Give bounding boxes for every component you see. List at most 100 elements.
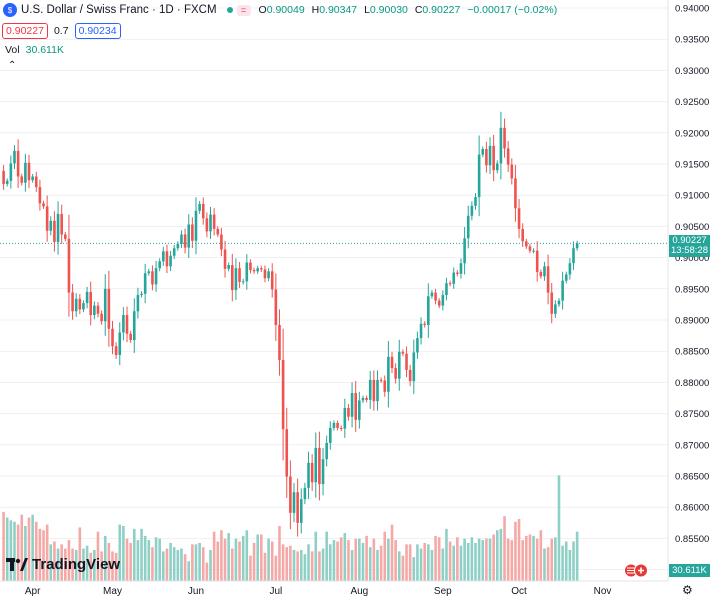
sell-button[interactable]: 0.90227 [2, 23, 48, 39]
volume-bar [368, 547, 372, 581]
candle-body [136, 295, 140, 312]
buy-button[interactable]: 0.90234 [74, 23, 121, 39]
usd-flag-icon[interactable]: $ [3, 3, 17, 17]
volume-bar [238, 541, 241, 581]
volume-bar [441, 548, 445, 581]
candle-body [521, 228, 524, 242]
volume-bar [100, 551, 103, 581]
volume-bar [539, 530, 543, 581]
candle-body [289, 476, 292, 513]
volume-bar [318, 551, 321, 581]
candle-body [118, 332, 122, 355]
candle-body [183, 234, 187, 248]
candle-body [427, 296, 430, 325]
candle-body [339, 427, 343, 429]
volume-value: 30.611K [25, 44, 64, 56]
volume-bar [158, 538, 161, 581]
volume-bar [114, 552, 118, 581]
gear-icon[interactable]: ⚙ [682, 583, 693, 597]
chevron-up-icon[interactable]: ⌃ [8, 60, 17, 71]
volume-bar [365, 535, 368, 581]
volume-bar [383, 531, 387, 581]
candle-body [466, 215, 470, 239]
volume-bar [314, 531, 318, 581]
candle-body [532, 250, 535, 252]
volume-bar [216, 541, 220, 581]
candle-body [151, 271, 154, 285]
candle-body [535, 250, 539, 272]
candle-body [263, 269, 267, 279]
volume-bar [459, 545, 463, 581]
change-value: −0.00017 (−0.02%) [467, 4, 558, 16]
volume-bar [397, 551, 401, 581]
volume-bar [564, 541, 568, 581]
candle-body [56, 213, 60, 242]
candle-body [303, 487, 307, 500]
volume-bar [354, 538, 358, 581]
candle-body [82, 303, 85, 310]
volume-bar [223, 538, 227, 581]
candle-body [9, 163, 13, 181]
volume-bar [245, 530, 249, 581]
candle-body [543, 266, 546, 277]
tradingview-logo[interactable]: TradingView [6, 556, 120, 573]
candle-body [423, 323, 426, 325]
equals-icon[interactable]: = [236, 4, 251, 16]
candle-body [401, 351, 405, 354]
volume-bar [212, 531, 216, 581]
candle-body [154, 268, 158, 285]
price-tick-label: 0.94000 [675, 4, 709, 15]
volume-bar [270, 541, 274, 581]
volume-bar [408, 544, 412, 581]
price-tick-label: 0.86500 [675, 472, 709, 483]
candle-body [209, 214, 212, 232]
volume-bar [183, 554, 187, 581]
candle-body [103, 288, 107, 322]
current-volume-label: 30.611K [669, 564, 710, 577]
candle-body [187, 224, 191, 248]
candle-body [169, 255, 172, 267]
volume-bar [252, 542, 256, 581]
price-tick-label: 0.88500 [675, 347, 709, 358]
candle-body [506, 148, 510, 165]
price-tick-label: 0.90500 [675, 222, 709, 233]
candle-body [111, 328, 114, 347]
volume-bar [535, 538, 539, 581]
volume-bar [267, 538, 270, 581]
candle-body [198, 203, 201, 211]
candle-body [165, 251, 169, 267]
candle-body [49, 220, 53, 231]
candle-body [296, 492, 299, 523]
volume-bar [310, 551, 314, 581]
volume-bar [38, 528, 42, 581]
candle-body [252, 270, 256, 272]
currency-flags-icon[interactable] [622, 563, 650, 578]
candle-body [143, 273, 147, 294]
symbol-title[interactable]: U.S. Dollar / Swiss Franc · 1D · FXCM [21, 4, 217, 16]
candle-body [67, 238, 71, 293]
candle-body [332, 422, 336, 428]
volume-legend[interactable]: Vol 30.611K [5, 44, 64, 56]
time-tick-label: Sep [434, 586, 452, 597]
volume-bar [329, 544, 332, 581]
volume-bar [165, 548, 169, 581]
volume-bar [169, 542, 172, 581]
candle-body [64, 234, 67, 239]
volume-bar [506, 538, 510, 581]
volume-bar [56, 548, 60, 581]
candle-body [96, 305, 100, 314]
candle-body [437, 300, 441, 306]
volume-bar [289, 545, 292, 581]
candle-body [441, 295, 445, 306]
volume-bar [485, 538, 488, 581]
volume-bar [9, 520, 13, 581]
volume-bar [292, 549, 296, 581]
candle-body [554, 304, 557, 314]
volume-bar [481, 540, 485, 581]
volume-bar [20, 514, 24, 581]
volume-bars [2, 475, 579, 581]
volume-bar [60, 544, 63, 581]
time-tick-label: Apr [25, 586, 41, 597]
candle-body [107, 288, 111, 329]
